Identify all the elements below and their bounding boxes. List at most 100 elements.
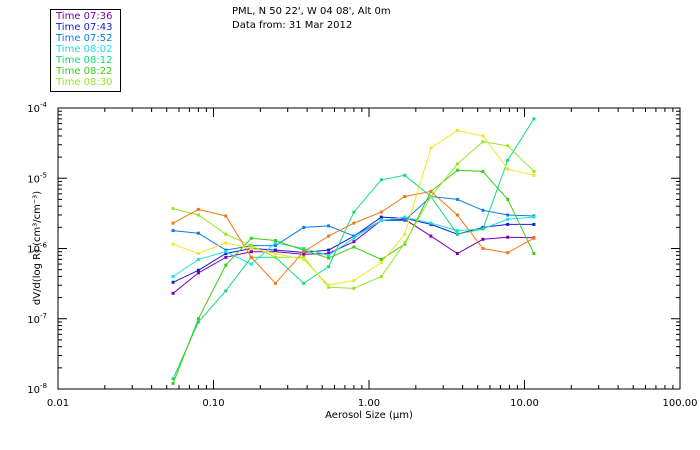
data-point [481, 134, 485, 138]
data-point [532, 169, 536, 173]
y-tick-base: 10 [27, 104, 40, 115]
y-tick-base: 10 [27, 174, 40, 185]
data-point [455, 232, 459, 236]
data-point [327, 256, 331, 260]
data-point [273, 252, 277, 255]
data-point [379, 210, 383, 214]
data-point [506, 222, 510, 226]
data-point [481, 140, 485, 144]
x-axis-label: Aerosol Size (μm) [325, 410, 413, 421]
data-point [196, 213, 200, 217]
data-point [273, 281, 277, 285]
data-point [481, 227, 485, 231]
data-point [455, 197, 459, 201]
legend: Time 07:36 Time 07:43 Time 07:52 Time 08:02… [50, 9, 121, 92]
data-point [196, 257, 200, 261]
x-tick-label: 100.00 [663, 398, 698, 409]
data-point [403, 173, 407, 177]
data-point [403, 215, 407, 219]
data-point [403, 241, 407, 245]
legend-item: Time 08:30 [56, 77, 113, 88]
data-point [224, 263, 228, 267]
data-point [455, 252, 459, 255]
data-point [302, 255, 306, 259]
data-point [327, 252, 331, 255]
data-point [249, 250, 253, 254]
data-point [532, 236, 536, 240]
data-point [379, 178, 383, 182]
y-tick-base: 10 [27, 315, 40, 326]
data-point [403, 232, 407, 236]
data-point [352, 210, 356, 214]
y-tick-exponent: -6 [40, 242, 48, 250]
data-point [327, 253, 331, 257]
x-tick-label: 0.10 [202, 398, 224, 409]
data-point [506, 213, 510, 217]
y-axis-label: dV/d(log R) (cm³/cm⁻³) [32, 191, 43, 305]
data-point [224, 250, 228, 254]
data-point [273, 244, 277, 248]
data-point [224, 252, 228, 255]
data-point [429, 221, 433, 225]
data-point [532, 173, 536, 177]
data-point [403, 195, 407, 198]
data-point [224, 232, 228, 236]
data-point [249, 255, 253, 259]
data-point [273, 250, 277, 254]
data-point [532, 215, 536, 219]
data-point [532, 117, 536, 121]
data-point [171, 229, 175, 233]
y-tick-exponent: -5 [40, 171, 47, 179]
legend-item: Time 07:36 [56, 11, 113, 22]
x-tick-label: 1.00 [358, 398, 380, 409]
data-point [249, 262, 253, 266]
legend-item: Time 07:43 [56, 22, 113, 33]
data-point [327, 234, 331, 238]
data-point [171, 280, 175, 284]
y-tick-label: 10-8 [27, 382, 47, 396]
x-tick-label: 10.00 [510, 398, 539, 409]
data-point [429, 195, 433, 198]
data-point [481, 237, 485, 241]
data-point [327, 283, 331, 287]
data-point [429, 146, 433, 150]
data-point [455, 128, 459, 132]
data-point [352, 286, 356, 290]
data-point [327, 265, 331, 269]
data-point [532, 252, 536, 255]
data-point [481, 247, 485, 250]
data-point [403, 219, 407, 222]
data-point [224, 214, 228, 218]
data-point [352, 245, 356, 249]
data-point [327, 224, 331, 228]
data-point [455, 162, 459, 166]
legend-item: Time 07:52 [56, 33, 113, 44]
data-point [273, 241, 277, 245]
data-point [532, 222, 536, 226]
data-point [196, 317, 200, 321]
data-point [171, 291, 175, 295]
y-tick-exponent: -4 [40, 101, 48, 109]
y-tick-exponent: -7 [40, 312, 47, 320]
data-point [224, 289, 228, 293]
data-point [171, 207, 175, 211]
data-point [196, 252, 200, 255]
data-point [455, 168, 459, 172]
data-point [506, 144, 510, 148]
data-point [273, 239, 277, 242]
data-point [352, 236, 356, 240]
data-point [506, 158, 510, 162]
location-label: PML, N 50 22', W 04 08', Alt 0m [232, 6, 391, 17]
data-point [352, 240, 356, 244]
series-line-5 [172, 169, 535, 384]
y-tick-base: 10 [27, 245, 40, 256]
data-point [273, 248, 277, 252]
data-point [224, 248, 228, 252]
data-point [429, 189, 433, 193]
data-point [196, 268, 200, 272]
data-point [327, 285, 331, 289]
data-point [196, 207, 200, 211]
data-point [273, 255, 277, 259]
data-point [171, 275, 175, 278]
